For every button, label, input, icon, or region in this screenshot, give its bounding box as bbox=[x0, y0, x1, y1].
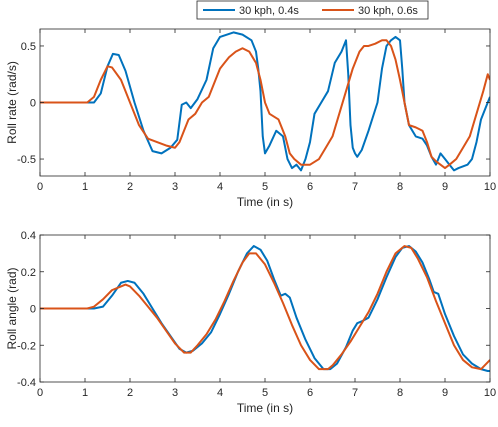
y-tick-label: 0 bbox=[30, 304, 36, 316]
x-tick-label: 3 bbox=[172, 181, 178, 193]
x-tick-label: 5 bbox=[262, 387, 268, 399]
x-tick-label: 7 bbox=[352, 387, 358, 399]
y-tick-label: 0 bbox=[30, 98, 36, 110]
y-tick-label: -0.2 bbox=[17, 340, 36, 352]
legend-label: 30 kph, 0.4s bbox=[239, 5, 299, 17]
legend-box bbox=[196, 0, 429, 20]
legend-label: 30 kph, 0.6s bbox=[358, 5, 418, 17]
x-tick-label: 9 bbox=[442, 387, 448, 399]
y-tick-label: 0.4 bbox=[21, 230, 36, 242]
x-tick-label: 8 bbox=[397, 181, 403, 193]
y-tick-label: -0.5 bbox=[17, 154, 36, 166]
x-tick-label: 9 bbox=[442, 181, 448, 193]
y-axis-label: Roll angle (rad) bbox=[5, 267, 19, 349]
legend: 30 kph, 0.4s 30 kph, 0.6s bbox=[196, 0, 429, 20]
chart-2: 0 1 2 3 4 5 6 7 8 9 10 -0.4 -0.2 0 0.2 0.4 Time (in s) Ro… bbox=[5, 230, 496, 415]
x-tick-label: 0 bbox=[37, 181, 43, 193]
x-tick-label: 10 bbox=[484, 181, 496, 193]
x-tick-label: 4 bbox=[217, 387, 223, 399]
x-tick-label: 6 bbox=[307, 181, 313, 193]
y-tick-label: -0.4 bbox=[17, 377, 36, 389]
chart-1: 0 1 2 3 4 5 6 7 8 9 10 -0.5 0 0.5 Time (in s) Roll rate… bbox=[5, 0, 496, 209]
x-tick-label: 6 bbox=[307, 387, 313, 399]
series-line-orange bbox=[40, 39, 490, 170]
y-axis-label: Roll rate (rad/s) bbox=[5, 61, 19, 144]
x-tick-label: 5 bbox=[262, 181, 268, 193]
x-tick-label: 2 bbox=[127, 387, 133, 399]
x-tick-label: 10 bbox=[484, 387, 496, 399]
x-tick-label: 8 bbox=[397, 387, 403, 399]
x-tick-label: 4 bbox=[217, 181, 223, 193]
x-tick-label: 2 bbox=[127, 181, 133, 193]
x-tick-label: 3 bbox=[172, 387, 178, 399]
series-line-orange bbox=[40, 245, 490, 371]
x-tick-label: 1 bbox=[82, 181, 88, 193]
x-tick-label: 1 bbox=[82, 387, 88, 399]
x-tick-label: 7 bbox=[352, 181, 358, 193]
y-tick-label: 0.5 bbox=[21, 41, 36, 53]
x-axis-label: Time (in s) bbox=[237, 401, 293, 415]
x-tick-label: 0 bbox=[37, 387, 43, 399]
x-axis-label: Time (in s) bbox=[237, 195, 293, 209]
y-tick-label: 0.2 bbox=[21, 267, 36, 279]
